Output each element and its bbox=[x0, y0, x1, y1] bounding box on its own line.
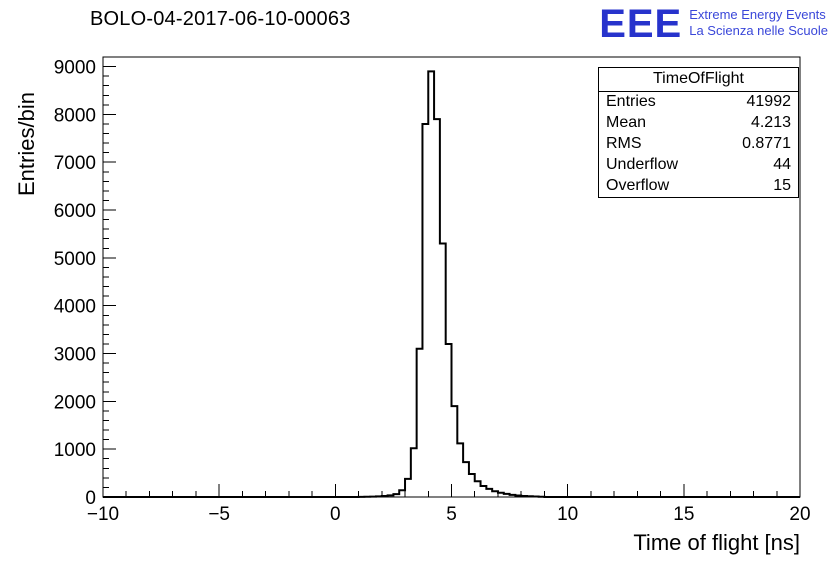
svg-text:6000: 6000 bbox=[54, 201, 96, 222]
stats-value: 4.213 bbox=[750, 114, 791, 131]
svg-text:−10: −10 bbox=[87, 504, 119, 525]
eee-logo: EEE Extreme Energy Events La Scienza nel… bbox=[599, 4, 828, 44]
svg-text:3000: 3000 bbox=[54, 345, 96, 366]
logo-line2: La Scienza nelle Scuole bbox=[689, 23, 828, 38]
stats-value: 44 bbox=[773, 156, 791, 173]
stats-row-entries: Entries 41992 bbox=[599, 92, 798, 113]
plot-title: BOLO-04-2017-06-10-00063 bbox=[90, 8, 351, 30]
eee-logo-text: EEE bbox=[599, 2, 683, 46]
stats-value: 15 bbox=[773, 177, 791, 194]
stats-label: Underflow bbox=[606, 156, 679, 173]
eee-logo-tagline: Extreme Energy Events La Scienza nelle S… bbox=[689, 4, 828, 39]
svg-text:1000: 1000 bbox=[54, 440, 96, 461]
svg-text:5000: 5000 bbox=[54, 249, 96, 270]
svg-text:20: 20 bbox=[789, 504, 810, 525]
y-axis-title: Entries/bin bbox=[14, 92, 39, 196]
svg-text:0: 0 bbox=[330, 504, 341, 525]
stats-box: TimeOfFlight Entries 41992 Mean 4.213 RM… bbox=[598, 67, 799, 198]
logo-line1: Extreme Energy Events bbox=[689, 7, 826, 22]
stats-label: RMS bbox=[606, 135, 642, 152]
stats-label: Entries bbox=[606, 93, 656, 110]
svg-text:8000: 8000 bbox=[54, 105, 96, 126]
stats-box-title: TimeOfFlight bbox=[599, 68, 798, 92]
stats-label: Mean bbox=[606, 114, 647, 131]
stats-row-underflow: Underflow 44 bbox=[599, 155, 798, 176]
stats-label: Overflow bbox=[606, 177, 670, 194]
svg-text:9000: 9000 bbox=[54, 58, 96, 79]
svg-text:2000: 2000 bbox=[54, 392, 96, 413]
svg-text:5: 5 bbox=[446, 504, 457, 525]
stats-row-rms: RMS 0.8771 bbox=[599, 134, 798, 155]
svg-text:−5: −5 bbox=[208, 504, 230, 525]
svg-text:7000: 7000 bbox=[54, 153, 96, 174]
stats-value: 41992 bbox=[746, 93, 792, 110]
svg-text:15: 15 bbox=[673, 504, 694, 525]
stats-value: 0.8771 bbox=[742, 135, 791, 152]
svg-text:10: 10 bbox=[557, 504, 578, 525]
stats-row-mean: Mean 4.213 bbox=[599, 113, 798, 134]
svg-text:0: 0 bbox=[85, 488, 96, 509]
svg-text:4000: 4000 bbox=[54, 297, 96, 318]
stats-row-overflow: Overflow 15 bbox=[599, 176, 798, 197]
x-axis-title: Time of flight [ns] bbox=[633, 530, 800, 555]
